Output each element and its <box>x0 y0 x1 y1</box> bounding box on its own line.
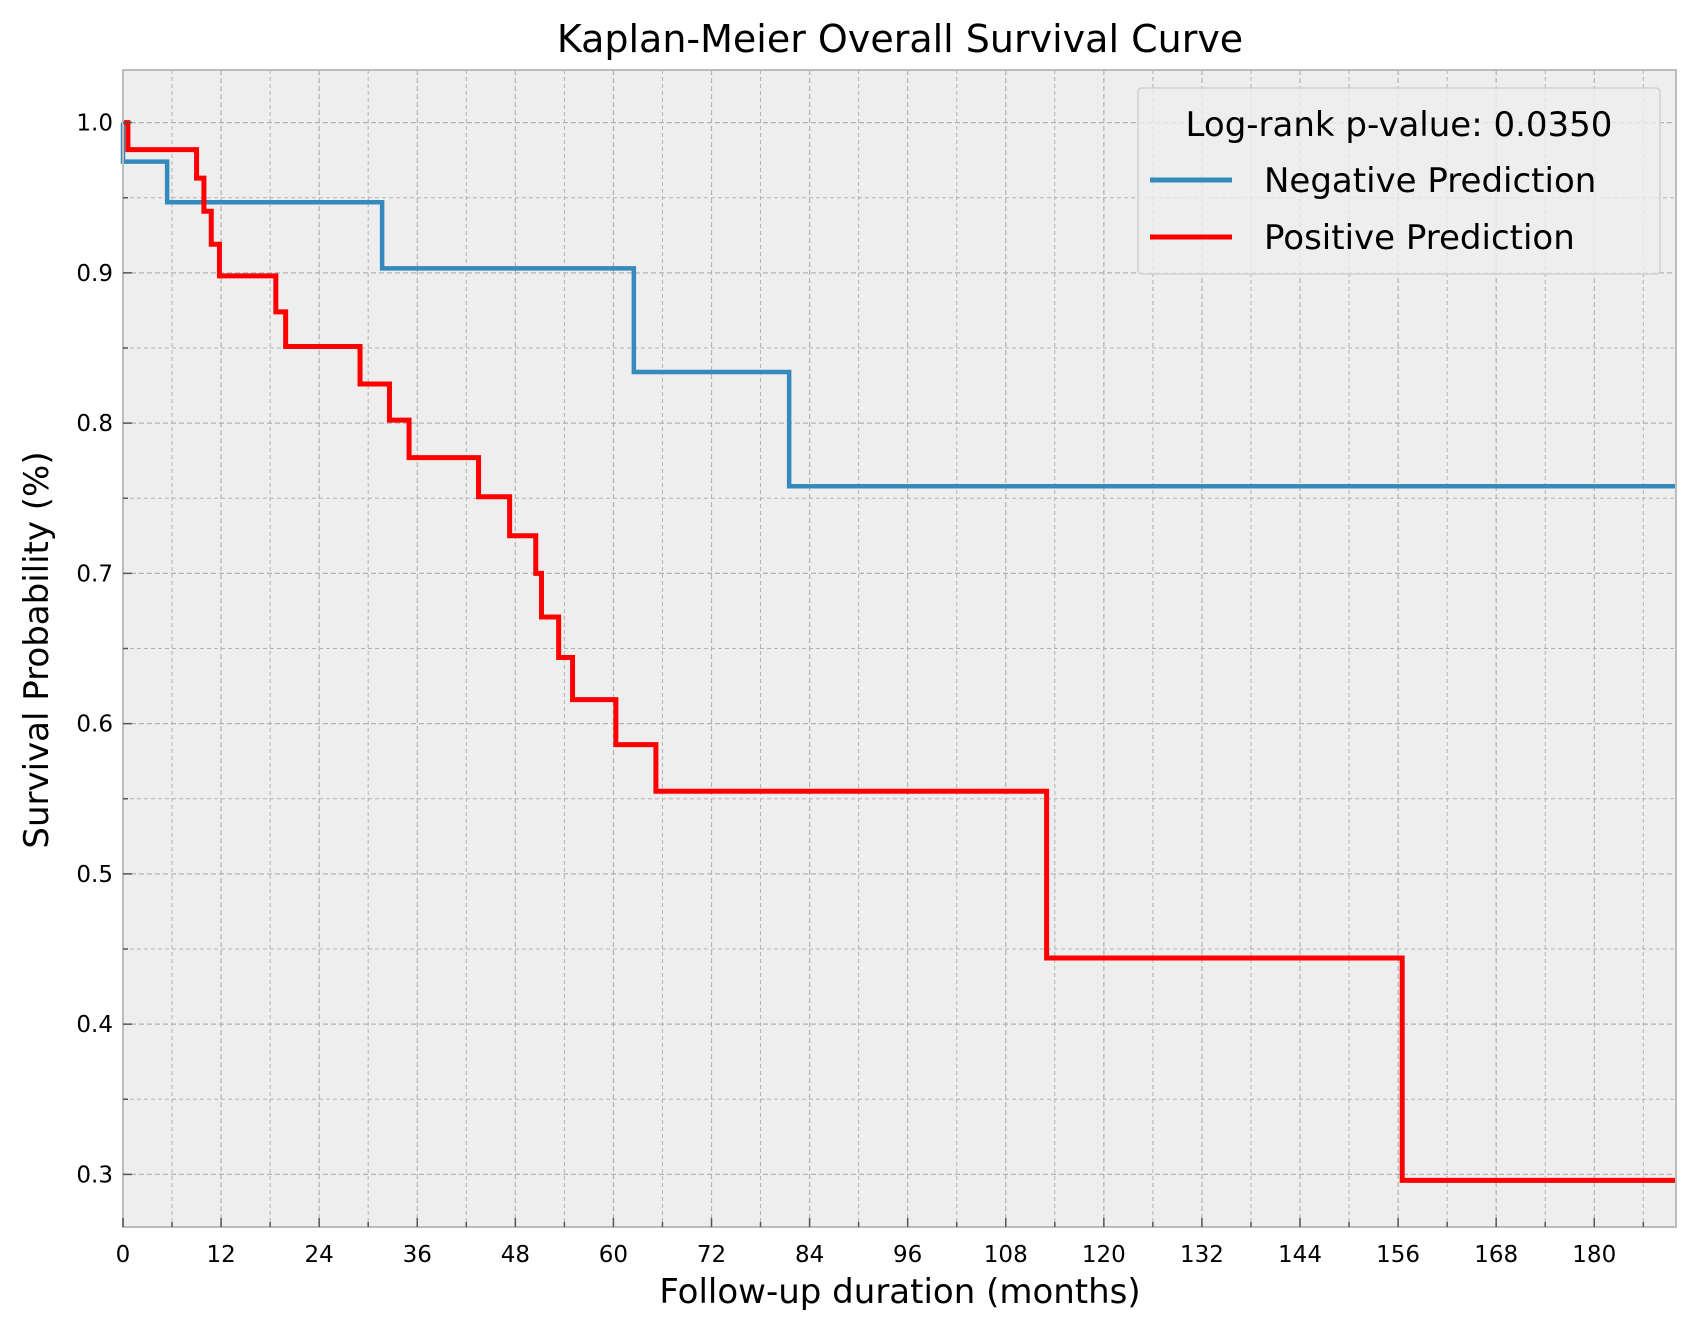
y-tick-label: 0.4 <box>76 1012 113 1038</box>
x-tick-label: 108 <box>984 1242 1028 1268</box>
series-line-positive-prediction <box>123 120 1676 1183</box>
axis-ticks: 0 12 24 36 48 60 72 84 96 108 120 132 144 156 168 180 0.… <box>76 111 1645 1268</box>
x-tick-label: 24 <box>305 1242 334 1268</box>
legend: Log-rank p-value: 0.0350 Negative Predic… <box>1137 87 1661 275</box>
x-tick-label: 12 <box>206 1242 235 1268</box>
y-axis-label: Survival Probability (%) <box>17 451 57 848</box>
x-tick-label: 168 <box>1474 1242 1518 1268</box>
x-tick-label: 72 <box>697 1242 726 1268</box>
legend-label-positive-prediction: Positive Prediction <box>1264 218 1575 258</box>
x-tick-label: 36 <box>403 1242 432 1268</box>
y-tick-label: 0.7 <box>76 561 113 587</box>
x-tick-label: 156 <box>1376 1242 1420 1268</box>
x-tick-label: 120 <box>1082 1242 1126 1268</box>
x-axis-label: Follow-up duration (months) <box>659 1272 1140 1312</box>
series-lines <box>120 120 1676 1183</box>
x-tick-label: 132 <box>1180 1242 1224 1268</box>
y-tick-label: 1.0 <box>76 111 113 137</box>
legend-title: Log-rank p-value: 0.0350 <box>1186 105 1613 145</box>
legend-label-negative-prediction: Negative Prediction <box>1264 161 1596 201</box>
y-tick-label: 0.8 <box>76 411 113 437</box>
grid <box>122 70 1676 1227</box>
x-tick-label: 48 <box>501 1242 530 1268</box>
y-tick-label: 0.9 <box>76 261 113 287</box>
x-tick-label: 180 <box>1572 1242 1616 1268</box>
x-tick-label: 84 <box>795 1242 824 1268</box>
x-tick-label: 96 <box>893 1242 922 1268</box>
legend-box <box>1137 87 1661 275</box>
y-tick-label: 0.5 <box>76 862 113 888</box>
y-tick-label: 0.3 <box>76 1162 113 1188</box>
y-tick-label: 0.6 <box>76 712 113 738</box>
x-tick-label: 60 <box>599 1242 628 1268</box>
series-line-negative-prediction <box>120 122 1676 489</box>
chart-title: Kaplan-Meier Overall Survival Curve <box>557 17 1243 61</box>
x-tick-label: 144 <box>1278 1242 1322 1268</box>
x-tick-label: 0 <box>116 1242 131 1268</box>
